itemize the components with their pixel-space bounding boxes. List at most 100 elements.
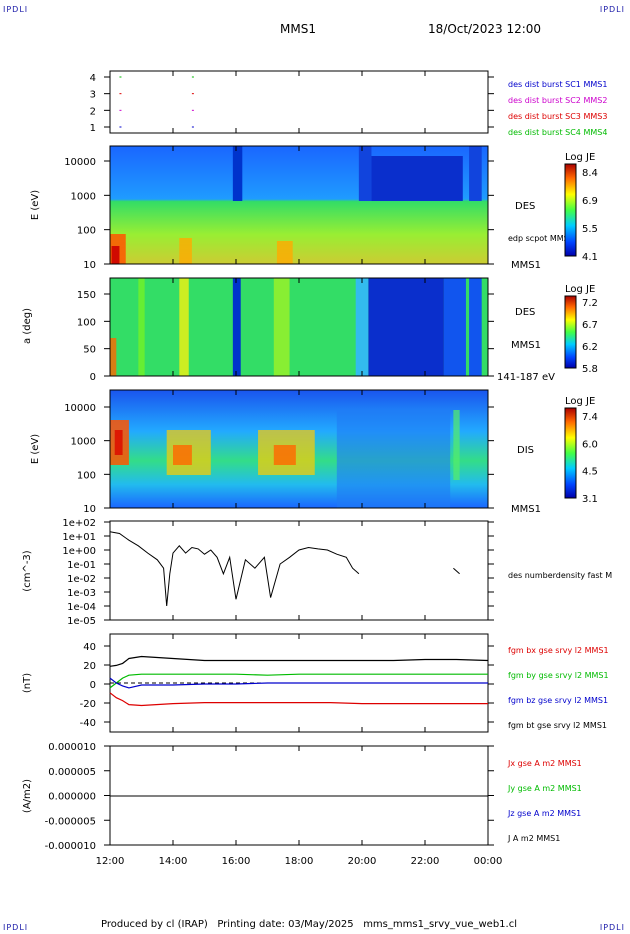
des-energy-ylabel: E (eV) bbox=[30, 190, 41, 220]
des-pitch-cbar-title: Log JE bbox=[565, 284, 595, 295]
des-pitch-cbar-tick: 7.2 bbox=[582, 298, 598, 309]
density-ytick-label: 1e+00 bbox=[62, 546, 96, 557]
des-energy-ytick-label: 10000 bbox=[64, 157, 96, 168]
current-ytick-label: 0.000010 bbox=[48, 742, 96, 753]
des-pitch-ytick-label: 150 bbox=[77, 290, 96, 301]
density-series-line bbox=[109, 531, 460, 607]
dis-energy-cbar-tick: 4.5 bbox=[582, 467, 598, 478]
des-energy-cbar-tick: 4.1 bbox=[582, 252, 598, 263]
density-ytick-label: 1e+01 bbox=[62, 532, 96, 543]
burst-legend-entry: des dist burst SC1 MMS1 bbox=[508, 80, 607, 89]
bfield-legend-entry: fgm bt gse srvy l2 MMS1 bbox=[508, 721, 607, 730]
dis-energy-ytick-label: 10000 bbox=[64, 403, 96, 414]
dis-energy-ytick-label: 100 bbox=[77, 470, 96, 481]
des-pitch-feature bbox=[273, 278, 290, 376]
des-pitch-label: DES bbox=[515, 307, 535, 318]
des-energy-cbar-tick: 8.4 bbox=[582, 168, 598, 179]
bfield-legend-entry: fgm bz gse srvy l2 MMS1 bbox=[508, 696, 608, 705]
dis-energy-ytick-label: 10 bbox=[83, 504, 96, 515]
des-pitch-feature bbox=[443, 278, 466, 376]
dis-energy-feature bbox=[114, 430, 123, 455]
current-ytick-label: 0.000000 bbox=[48, 792, 96, 803]
dis-energy-colorbar bbox=[564, 407, 577, 499]
current-legend-entry: J A m2 MMS1 bbox=[507, 834, 560, 843]
des-energy-colorbar bbox=[564, 163, 577, 257]
bfield-legend-entry: fgm bx gse srvy l2 MMS1 bbox=[508, 646, 609, 655]
bfield-ytick-label: 40 bbox=[83, 642, 96, 653]
des-pitch-feature bbox=[232, 278, 241, 376]
des-pitch-cbar-tick: 5.8 bbox=[582, 364, 598, 375]
density-legend: des numberdensity fast M bbox=[508, 571, 612, 580]
burst-legend-entry: des dist burst SC3 MMS3 bbox=[508, 112, 607, 121]
des-pitch-feature bbox=[355, 278, 369, 376]
time-tick-label: 18:00 bbox=[285, 856, 314, 867]
density-panel-frame bbox=[109, 520, 489, 621]
density-ylabel: (cm^-3) bbox=[22, 550, 33, 591]
density-ytick-label: 1e-01 bbox=[67, 560, 96, 571]
burst-ytick-label: 4 bbox=[90, 73, 96, 84]
des-pitch-mms-label: MMS1 bbox=[511, 340, 541, 351]
des-energy-ytick-label: 1000 bbox=[71, 191, 96, 202]
density-ytick-label: 1e-02 bbox=[67, 574, 96, 585]
time-tick-label: 12:00 bbox=[96, 856, 125, 867]
corner-label-bottom-left: IPDLI bbox=[3, 923, 29, 932]
burst-ytick-label: 2 bbox=[90, 106, 96, 117]
des-pitch-ytick-label: 100 bbox=[77, 317, 96, 328]
time-tick-label: 14:00 bbox=[159, 856, 188, 867]
corner-label-top-left: IPDLI bbox=[3, 5, 29, 14]
des-pitch-feature bbox=[179, 278, 189, 376]
burst-legend-entry: des dist burst SC4 MMS4 bbox=[508, 128, 607, 137]
burst-panel-frame bbox=[109, 70, 489, 134]
mission-title: MMS1 bbox=[280, 22, 316, 36]
bfield-series-line bbox=[109, 655, 489, 667]
dis-energy-ytick-label: 1000 bbox=[71, 437, 96, 448]
current-ytick-label: 0.000005 bbox=[48, 767, 96, 778]
footer-credit: Produced by cl (IRAP) Printing date: 03/… bbox=[101, 919, 518, 930]
des-pitch-feature bbox=[469, 278, 482, 376]
dis-energy-cbar-tick: 3.1 bbox=[582, 494, 598, 505]
des-energy-feature bbox=[371, 156, 463, 201]
time-tick-label: 16:00 bbox=[222, 856, 251, 867]
des-pitch-ytick-label: 0 bbox=[90, 372, 96, 383]
bfield-series-line bbox=[109, 677, 488, 689]
des-energy-feature bbox=[179, 238, 192, 264]
date-title: 18/Oct/2023 12:00 bbox=[428, 22, 542, 36]
bfield-ytick-label: -40 bbox=[80, 718, 96, 729]
des-energy-cbar-tick: 5.5 bbox=[582, 224, 598, 235]
des-pitch-colorbar bbox=[564, 295, 577, 369]
dis-energy-label: DIS bbox=[517, 445, 534, 456]
burst-ytick-label: 1 bbox=[90, 123, 96, 134]
current-ytick-label: -0.000010 bbox=[45, 841, 96, 852]
des-pitch-cbar-tick: 6.7 bbox=[582, 320, 598, 331]
des-energy-scpot-label: edp scpot MMS1 bbox=[508, 234, 574, 243]
bfield-ylabel: (nT) bbox=[22, 673, 33, 693]
dis-energy-cbar-tick: 6.0 bbox=[582, 439, 598, 450]
burst-ytick-label: 3 bbox=[90, 90, 96, 101]
bfield-ytick-label: 0 bbox=[90, 680, 96, 691]
time-tick-label: 00:00 bbox=[474, 856, 503, 867]
dis-energy-mms-label: MMS1 bbox=[511, 504, 541, 515]
dis-energy-ylabel: E (eV) bbox=[30, 434, 41, 464]
dis-energy-feature bbox=[453, 410, 460, 480]
time-tick-label: 20:00 bbox=[348, 856, 377, 867]
bfield-series-line bbox=[109, 692, 488, 707]
density-ytick-label: 1e-05 bbox=[67, 616, 96, 627]
dis-energy-feature bbox=[173, 445, 192, 465]
bfield-ytick-label: 20 bbox=[83, 661, 96, 672]
bfield-series-line bbox=[109, 673, 488, 689]
current-legend-entry: Jx gse A m2 MMS1 bbox=[507, 759, 582, 768]
des-pitch-feature bbox=[138, 278, 145, 376]
density-ytick-label: 1e-04 bbox=[67, 602, 96, 613]
bfield-ytick-label: -20 bbox=[80, 699, 96, 710]
des-energy-feature bbox=[469, 146, 482, 201]
des-energy-label: DES bbox=[515, 201, 535, 212]
des-energy-feature bbox=[276, 241, 293, 264]
current-legend-entry: Jy gse A m2 MMS1 bbox=[507, 784, 582, 793]
des-energy-feature bbox=[358, 146, 372, 201]
corner-label-top-right: IPDLI bbox=[599, 5, 625, 14]
des-energy-feature bbox=[232, 146, 243, 201]
burst-legend-entry: des dist burst SC2 MMS2 bbox=[508, 96, 607, 105]
des-energy-ytick-label: 100 bbox=[77, 226, 96, 237]
des-energy-ytick-label: 10 bbox=[83, 260, 96, 271]
